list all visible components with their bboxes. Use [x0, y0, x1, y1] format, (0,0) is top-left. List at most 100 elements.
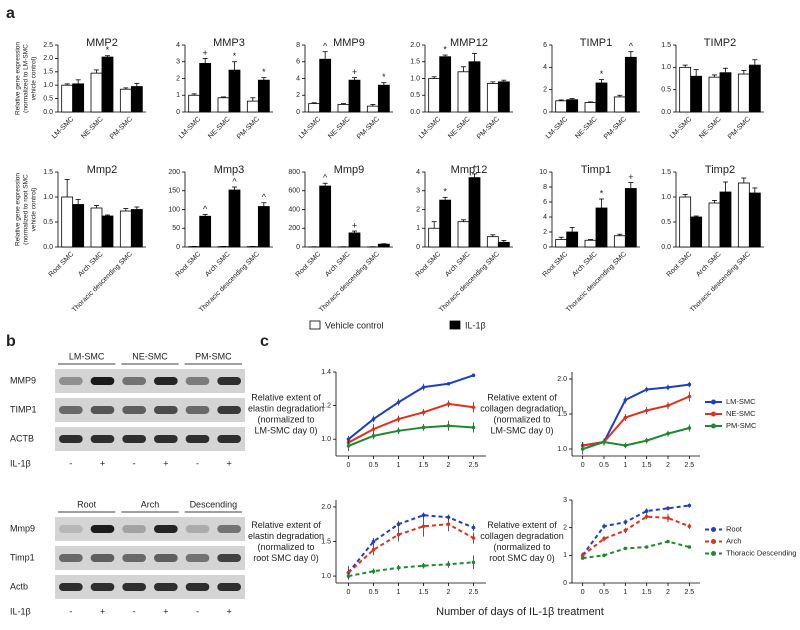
y-tick-label: 0 [563, 580, 567, 587]
x-tick-label: 2.5 [684, 589, 694, 596]
blot-band [185, 435, 210, 443]
legend-label: LM-SMC [726, 397, 756, 406]
bar [90, 72, 103, 113]
point [623, 398, 628, 402]
blot-lane-sign: - [69, 458, 72, 468]
blot-band [90, 435, 115, 443]
line [581, 504, 690, 556]
y-tick-label: 100 [168, 206, 180, 213]
legend-marker [711, 411, 716, 417]
blot-band [59, 406, 83, 414]
blot-band [185, 554, 210, 562]
line [582, 395, 690, 447]
line [348, 424, 474, 447]
y-tick-label: 8 [543, 184, 547, 191]
bar [439, 199, 452, 248]
blot-band [59, 525, 83, 533]
blot-row-label: Timp1 [10, 552, 35, 562]
x-tick-label: PM-SMC [476, 116, 501, 141]
bar [719, 191, 732, 248]
point [666, 516, 670, 520]
x-tick-label: Root SMC [295, 251, 323, 279]
y-tick-label: 1.0 [410, 75, 420, 82]
significance-marker: ^ [323, 41, 328, 51]
significance-marker: ^ [232, 176, 237, 186]
bar [366, 105, 379, 113]
x-tick-label: NE-SMC [327, 116, 351, 140]
bar [497, 241, 510, 248]
point [421, 425, 426, 430]
point [371, 434, 376, 438]
bar [319, 185, 332, 248]
bar [199, 215, 212, 248]
x-tick-label: PM-SMC [727, 116, 752, 141]
y-axis-label: elastin degradation [248, 531, 324, 541]
bar [468, 61, 481, 113]
point [371, 569, 376, 574]
y-tick-label: 1.0 [43, 82, 53, 89]
bar [319, 58, 332, 113]
point [580, 556, 585, 560]
blot-band [59, 554, 83, 562]
point [623, 520, 628, 524]
y-axis-label: vehicle control) [31, 57, 38, 101]
point [471, 373, 476, 378]
x-tick-label: LM-SMC [298, 116, 322, 140]
blot-band [217, 554, 241, 562]
y-axis-label: LM-SMC day 0) [254, 425, 317, 435]
bar [468, 177, 481, 248]
point [644, 514, 649, 519]
significance-marker: ^ [323, 173, 328, 183]
bar [555, 100, 568, 113]
bar [584, 102, 597, 113]
y-tick-label: 400 [288, 206, 300, 213]
x-tick-label: 1.5 [419, 589, 429, 596]
blot-band [90, 406, 115, 414]
point [687, 524, 692, 529]
x-tick-label: 2 [447, 589, 451, 596]
blot-group-label: Arch [141, 499, 160, 509]
blot-band [154, 554, 178, 562]
y-axis-label: collagen degradation [480, 531, 564, 541]
y-tick-label: 1.4 [321, 369, 331, 376]
x-tick-label: NE-SMC [447, 116, 471, 140]
chart-title: TIMP2 [704, 37, 736, 49]
line [347, 514, 474, 574]
blot-group-label: Root [77, 499, 97, 509]
y-axis-label: vehicle control) [31, 188, 38, 232]
point [666, 385, 670, 390]
y-tick-label: 0 [176, 109, 180, 116]
x-tick-label: Root SMC [542, 251, 570, 279]
x-tick-label: LM-SMC [545, 116, 569, 140]
blot-lane-sign: + [227, 606, 232, 616]
blot-treatment-label: IL-1β [10, 458, 31, 468]
point [580, 553, 585, 558]
blot-band [154, 406, 178, 414]
line [348, 402, 474, 444]
blot-lane-sign: - [133, 606, 136, 616]
y-tick-label: 1.0 [321, 436, 331, 443]
blot-band [90, 377, 115, 385]
legend-marker [711, 423, 716, 429]
y-tick-label: 6 [543, 42, 547, 49]
blot-band [122, 525, 146, 533]
bar [101, 56, 114, 113]
bar [257, 79, 270, 113]
x-tick-label: 1 [623, 589, 627, 596]
point [371, 417, 376, 421]
blot-strip [55, 546, 245, 570]
y-axis-label: Relative extent of [487, 520, 557, 530]
blot-group-label: PM-SMC [195, 351, 232, 361]
blot-lane-sign: + [163, 458, 168, 468]
x-tick-label: Thoracic descending SMC [318, 251, 381, 314]
y-tick-label: 2.5 [43, 42, 53, 49]
y-tick-label: 2 [416, 206, 420, 213]
significance-marker: + [352, 220, 357, 230]
y-axis-label: (normalized to LM-SMC [23, 44, 30, 113]
point [421, 513, 426, 518]
x-tick-label: 1.5 [642, 462, 652, 469]
significance-marker: ^ [203, 204, 208, 214]
y-tick-label: 600 [288, 188, 300, 195]
bar [457, 71, 470, 113]
point [446, 381, 451, 386]
